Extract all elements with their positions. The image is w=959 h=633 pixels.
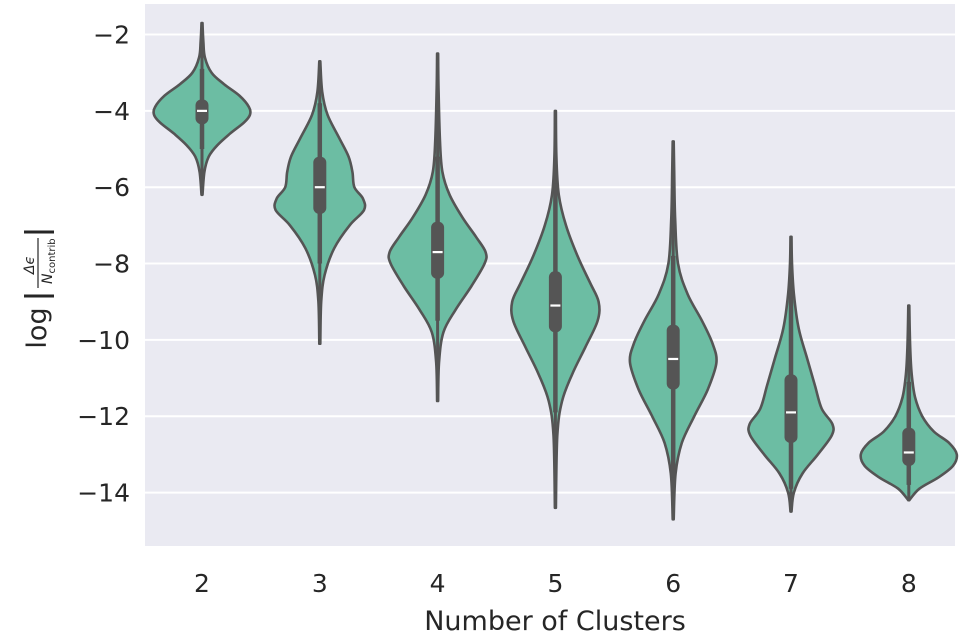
- y-axis-title-log: log: [22, 307, 53, 348]
- y-tick-label: −2: [93, 21, 130, 50]
- y-tick-label: −12: [77, 402, 130, 431]
- y-axis-title: log Δϵ Ncontrib: [22, 230, 58, 349]
- x-tick-label: 5: [547, 569, 563, 598]
- x-tick-label: 4: [430, 569, 446, 598]
- y-tick-label: −10: [77, 326, 130, 355]
- x-tick-label: 7: [783, 569, 799, 598]
- y-axis-title-numerator: Δϵ: [22, 256, 38, 275]
- violin-5: [510, 109, 601, 510]
- violins: [152, 21, 959, 521]
- y-tick-labels: −2 −4 −6 −8 −10 −12 −14: [77, 21, 130, 508]
- y-tick-label: −14: [77, 479, 130, 508]
- violin-8: [859, 304, 959, 502]
- violin-6: [628, 140, 718, 521]
- violin-iqr-box: [548, 271, 562, 333]
- violin-4: [387, 52, 488, 403]
- x-tick-label: 6: [665, 569, 681, 598]
- violin-2: [152, 21, 252, 197]
- y-tick-label: −6: [93, 173, 130, 202]
- violin-iqr-box: [313, 156, 327, 214]
- violin-iqr-box: [902, 427, 916, 466]
- x-axis-title: Number of Clusters: [424, 606, 686, 633]
- violin-iqr-box: [784, 374, 798, 443]
- y-axis-title-denominator-main: N: [40, 273, 56, 284]
- y-tick-label: −4: [93, 97, 130, 126]
- x-tick-label: 2: [194, 569, 210, 598]
- y-tick-label: −8: [93, 250, 130, 279]
- y-axis-title-denominator-sub: contrib: [47, 238, 58, 273]
- violin-3: [273, 60, 367, 345]
- violin-iqr-box: [431, 221, 445, 279]
- x-tick-label: 8: [901, 569, 917, 598]
- violin-7: [747, 235, 835, 513]
- x-tick-label: 3: [312, 569, 328, 598]
- x-tick-labels: 2 3 4 5 6 7 8: [194, 569, 917, 598]
- violin-iqr-box: [666, 324, 680, 390]
- y-axis-title-denominator: Ncontrib: [40, 238, 58, 284]
